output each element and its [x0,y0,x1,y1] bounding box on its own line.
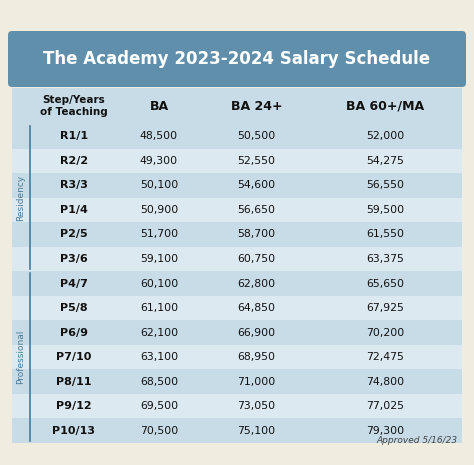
Text: 48,500: 48,500 [140,131,178,141]
Text: 50,500: 50,500 [237,131,275,141]
Text: 75,100: 75,100 [237,426,275,436]
Bar [12,247,462,271]
Text: 68,500: 68,500 [140,377,178,387]
Text: 74,800: 74,800 [366,377,405,387]
Text: 77,025: 77,025 [366,401,404,411]
Text: 63,100: 63,100 [140,352,178,362]
Text: 56,550: 56,550 [366,180,404,190]
Text: Residency: Residency [17,174,26,221]
Text: Step/Years
of Teaching: Step/Years of Teaching [40,95,108,117]
Text: 61,100: 61,100 [140,303,178,313]
Text: 64,850: 64,850 [237,303,275,313]
Text: R2/2: R2/2 [60,156,88,166]
Text: 70,500: 70,500 [140,426,178,436]
Text: R3/3: R3/3 [60,180,88,190]
Text: 67,925: 67,925 [366,303,404,313]
Bar [12,271,462,296]
Text: 58,700: 58,700 [237,229,275,239]
Bar [12,320,462,345]
Text: Professional: Professional [17,330,26,384]
Bar [12,173,462,198]
Text: 59,100: 59,100 [140,254,178,264]
Text: 65,650: 65,650 [366,279,404,288]
Text: The Academy 2023-2024 Salary Schedule: The Academy 2023-2024 Salary Schedule [44,50,430,68]
Bar [12,148,462,173]
Text: 62,100: 62,100 [140,327,178,338]
Text: BA: BA [149,100,169,113]
Text: 51,700: 51,700 [140,229,178,239]
Text: P9/12: P9/12 [56,401,92,411]
Text: BA 60+/MA: BA 60+/MA [346,100,425,113]
Text: P10/13: P10/13 [53,426,95,436]
Text: P1/4: P1/4 [60,205,88,215]
Text: 56,650: 56,650 [237,205,275,215]
Text: 73,050: 73,050 [237,401,275,411]
Text: 60,750: 60,750 [237,254,275,264]
FancyBboxPatch shape [8,31,466,87]
Bar [12,296,462,320]
Text: 59,500: 59,500 [366,205,405,215]
Bar [12,124,462,148]
Bar [12,418,462,443]
Bar [12,394,462,418]
Text: 60,100: 60,100 [140,279,178,288]
Text: 61,550: 61,550 [366,229,404,239]
Text: P8/11: P8/11 [56,377,92,387]
Text: P6/9: P6/9 [60,327,88,338]
Text: 62,800: 62,800 [237,279,275,288]
Bar [12,88,462,124]
Text: R1/1: R1/1 [60,131,88,141]
Text: P2/5: P2/5 [60,229,88,239]
Bar [12,345,462,369]
Text: 63,375: 63,375 [366,254,404,264]
Text: 68,950: 68,950 [237,352,275,362]
Text: P3/6: P3/6 [60,254,88,264]
Text: 79,300: 79,300 [366,426,405,436]
Text: 54,600: 54,600 [237,180,275,190]
Text: 69,500: 69,500 [140,401,178,411]
Text: Approved 5/16/23: Approved 5/16/23 [377,436,458,445]
Text: 52,000: 52,000 [366,131,405,141]
Text: 52,550: 52,550 [237,156,275,166]
Text: 71,000: 71,000 [237,377,275,387]
Bar [12,369,462,394]
Text: 50,100: 50,100 [140,180,178,190]
Text: 70,200: 70,200 [366,327,405,338]
Bar [12,222,462,247]
Text: 66,900: 66,900 [237,327,275,338]
Text: 49,300: 49,300 [140,156,178,166]
Text: P7/10: P7/10 [56,352,91,362]
Text: 50,900: 50,900 [140,205,178,215]
Text: P4/7: P4/7 [60,279,88,288]
Text: 72,475: 72,475 [366,352,404,362]
Bar [12,198,462,222]
Text: P5/8: P5/8 [60,303,88,313]
Text: 54,275: 54,275 [366,156,404,166]
Text: BA 24+: BA 24+ [231,100,283,113]
